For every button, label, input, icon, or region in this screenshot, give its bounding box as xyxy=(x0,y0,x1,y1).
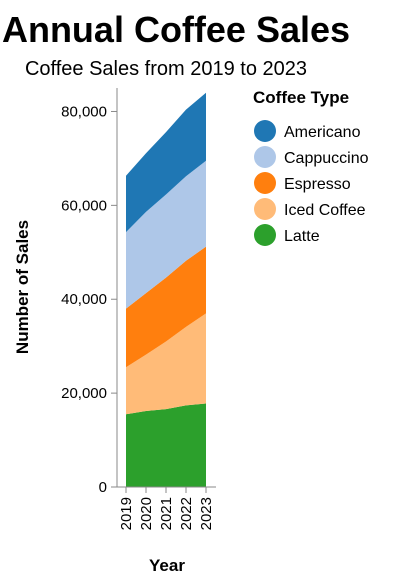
legend-swatch-espresso xyxy=(254,172,276,194)
x-tick-label: 2023 xyxy=(198,497,215,530)
legend-swatch-iced-coffee xyxy=(254,198,276,220)
y-tick-label: 0 xyxy=(99,479,107,496)
x-axis-title: Year xyxy=(149,556,185,575)
x-tick-label: 2019 xyxy=(118,497,135,530)
legend-label-americano: Americano xyxy=(284,124,361,141)
area-cappuccino xyxy=(126,160,206,309)
y-axis-title: Number of Sales xyxy=(13,220,32,354)
y-tick-label: 80,000 xyxy=(61,103,107,120)
y-tick-label: 40,000 xyxy=(61,291,107,308)
area-latte xyxy=(126,403,206,487)
area-espresso xyxy=(126,246,206,368)
legend-swatch-americano xyxy=(254,120,276,142)
area-americano xyxy=(126,92,206,233)
legend-title: Coffee Type xyxy=(253,88,349,107)
legend: Coffee Type Americano Cappuccino Espresso I… xyxy=(253,88,369,246)
y-tick-label: 60,000 xyxy=(61,197,107,214)
x-tick-label: 2022 xyxy=(178,497,195,530)
legend-label-latte: Latte xyxy=(284,228,320,245)
area-series-group xyxy=(126,92,206,487)
x-axis: 2019 2020 2021 2022 2023 xyxy=(117,486,216,530)
x-tick-label: 2021 xyxy=(158,497,175,530)
legend-label-cappuccino: Cappuccino xyxy=(284,150,369,167)
legend-label-espresso: Espresso xyxy=(284,176,351,193)
y-axis: 0 20,000 40,000 60,000 80,000 xyxy=(61,88,118,496)
legend-swatch-latte xyxy=(254,224,276,246)
legend-label-iced-coffee: Iced Coffee xyxy=(284,202,366,219)
y-tick-label: 20,000 xyxy=(61,385,107,402)
chart-title: Annual Coffee Sales xyxy=(2,9,350,50)
x-tick-label: 2020 xyxy=(138,497,155,530)
chart-subtitle: Coffee Sales from 2019 to 2023 xyxy=(25,58,307,80)
area-iced-coffee xyxy=(126,313,206,415)
legend-swatch-cappuccino xyxy=(254,146,276,168)
